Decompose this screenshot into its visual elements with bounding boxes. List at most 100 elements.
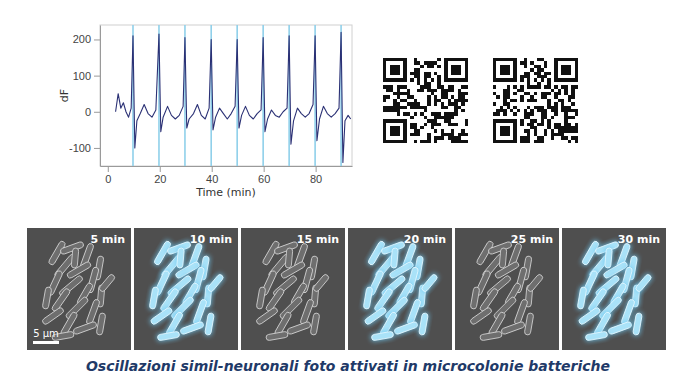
tick: 80 xyxy=(310,166,322,185)
bacterium xyxy=(96,313,106,336)
bacterium xyxy=(526,273,543,292)
bacterium-glow xyxy=(370,330,395,342)
qr-code xyxy=(383,58,468,143)
signal-line xyxy=(116,32,351,162)
micrograph-background xyxy=(134,228,238,350)
bacterium xyxy=(98,273,115,292)
bacterium-glow xyxy=(156,330,181,342)
qr-modules xyxy=(383,58,468,143)
bacterium-glow xyxy=(203,311,215,336)
bacterium xyxy=(256,287,266,310)
bacterium xyxy=(285,248,293,268)
micrograph: 15 min xyxy=(241,228,345,350)
bacterium-glow xyxy=(178,320,205,336)
tick-label: 100 xyxy=(73,70,91,82)
tick-label: 0 xyxy=(105,173,111,185)
bacterium-glow xyxy=(417,311,429,336)
bacterium-glow xyxy=(205,272,225,294)
tick: 0 xyxy=(85,106,100,118)
bacterium xyxy=(501,321,526,335)
bacterium-glow xyxy=(633,272,653,294)
bacterium-glow xyxy=(604,247,614,270)
qr-code xyxy=(493,58,578,143)
figure: 020406080-1000100200Time (min)dF5 min5 μ… xyxy=(0,0,696,391)
tick-mark xyxy=(160,166,161,172)
bacterium xyxy=(363,287,373,310)
caption: Oscillazioni simil-neuronali foto attiva… xyxy=(86,358,610,374)
bacterium xyxy=(480,331,503,341)
line-chart: 020406080-1000100200Time (min)dF xyxy=(58,25,353,199)
bacterium xyxy=(524,313,534,336)
bacterium-glow xyxy=(362,285,374,310)
tick-mark xyxy=(316,166,317,172)
tick-label: -100 xyxy=(69,142,91,154)
bacterium xyxy=(391,248,399,268)
bacterium xyxy=(287,321,312,335)
tick-label: 200 xyxy=(73,33,91,45)
bacterium xyxy=(499,248,507,268)
time-label: 15 min xyxy=(297,233,339,246)
tick-mark xyxy=(212,166,213,172)
bacterium xyxy=(469,307,492,326)
bacterium-glow xyxy=(419,272,439,294)
bacterium xyxy=(149,287,159,310)
micrograph-background xyxy=(241,228,345,350)
scale-bar xyxy=(33,341,59,344)
micrograph: 25 min xyxy=(455,228,559,350)
time-label: 25 min xyxy=(511,233,553,246)
bacterium xyxy=(470,287,480,310)
micrograph: 20 min xyxy=(348,228,452,350)
bacterium-glow xyxy=(392,320,419,336)
bacterium xyxy=(180,321,205,335)
time-label: 20 min xyxy=(404,233,446,246)
bacterium-glow xyxy=(584,330,609,342)
bacterium-glow xyxy=(176,247,186,270)
bacterium xyxy=(577,287,587,310)
micrograph-background xyxy=(562,228,666,350)
time-label: 30 min xyxy=(618,233,660,246)
tick-label: 80 xyxy=(310,173,322,185)
bacterium xyxy=(41,307,64,326)
time-label: 10 min xyxy=(190,233,232,246)
x-axis-line xyxy=(101,166,353,167)
tick: 0 xyxy=(105,166,111,185)
plot-frame xyxy=(100,25,352,166)
x-axis: 0 20 40 60 80 xyxy=(101,166,353,185)
bacterium-glow xyxy=(390,247,400,270)
tick: 60 xyxy=(258,166,270,185)
tick: -100 xyxy=(69,142,100,154)
tick-mark xyxy=(94,39,100,40)
bacterium xyxy=(255,307,278,326)
bacterium-glow xyxy=(576,285,588,310)
bacterium xyxy=(633,313,643,336)
qr-modules xyxy=(493,58,578,143)
microscopy-strip: 5 min5 μm 10 min 15 min 20 min 25 min 30 min xyxy=(27,228,666,350)
bacterium xyxy=(205,313,215,336)
bacterium xyxy=(71,248,79,268)
tick-mark xyxy=(94,112,100,113)
tick: 100 xyxy=(73,70,100,82)
y-axis-title: dF xyxy=(58,89,71,102)
bacterium xyxy=(266,331,289,341)
y-axis-line xyxy=(100,26,101,167)
tick: 20 xyxy=(154,166,166,185)
bacterium-glow xyxy=(148,285,160,310)
micrograph: 30 min xyxy=(562,228,666,350)
bacterium xyxy=(605,248,613,268)
bacterium xyxy=(177,248,185,268)
bacterium xyxy=(421,273,438,292)
tick-label: 0 xyxy=(85,106,91,118)
bacterium xyxy=(371,331,394,341)
micrograph-background xyxy=(27,228,131,350)
micrograph-background xyxy=(348,228,452,350)
tick-mark xyxy=(108,166,109,172)
bacterium xyxy=(310,313,320,336)
bacterium-glow xyxy=(606,320,633,336)
bacterium xyxy=(419,313,429,336)
tick: 200 xyxy=(73,33,100,45)
tick-mark xyxy=(94,148,100,149)
bacterium xyxy=(73,321,98,335)
tick: 40 xyxy=(206,166,218,185)
tick-mark xyxy=(264,166,265,172)
micrograph: 5 min5 μm xyxy=(27,228,131,350)
